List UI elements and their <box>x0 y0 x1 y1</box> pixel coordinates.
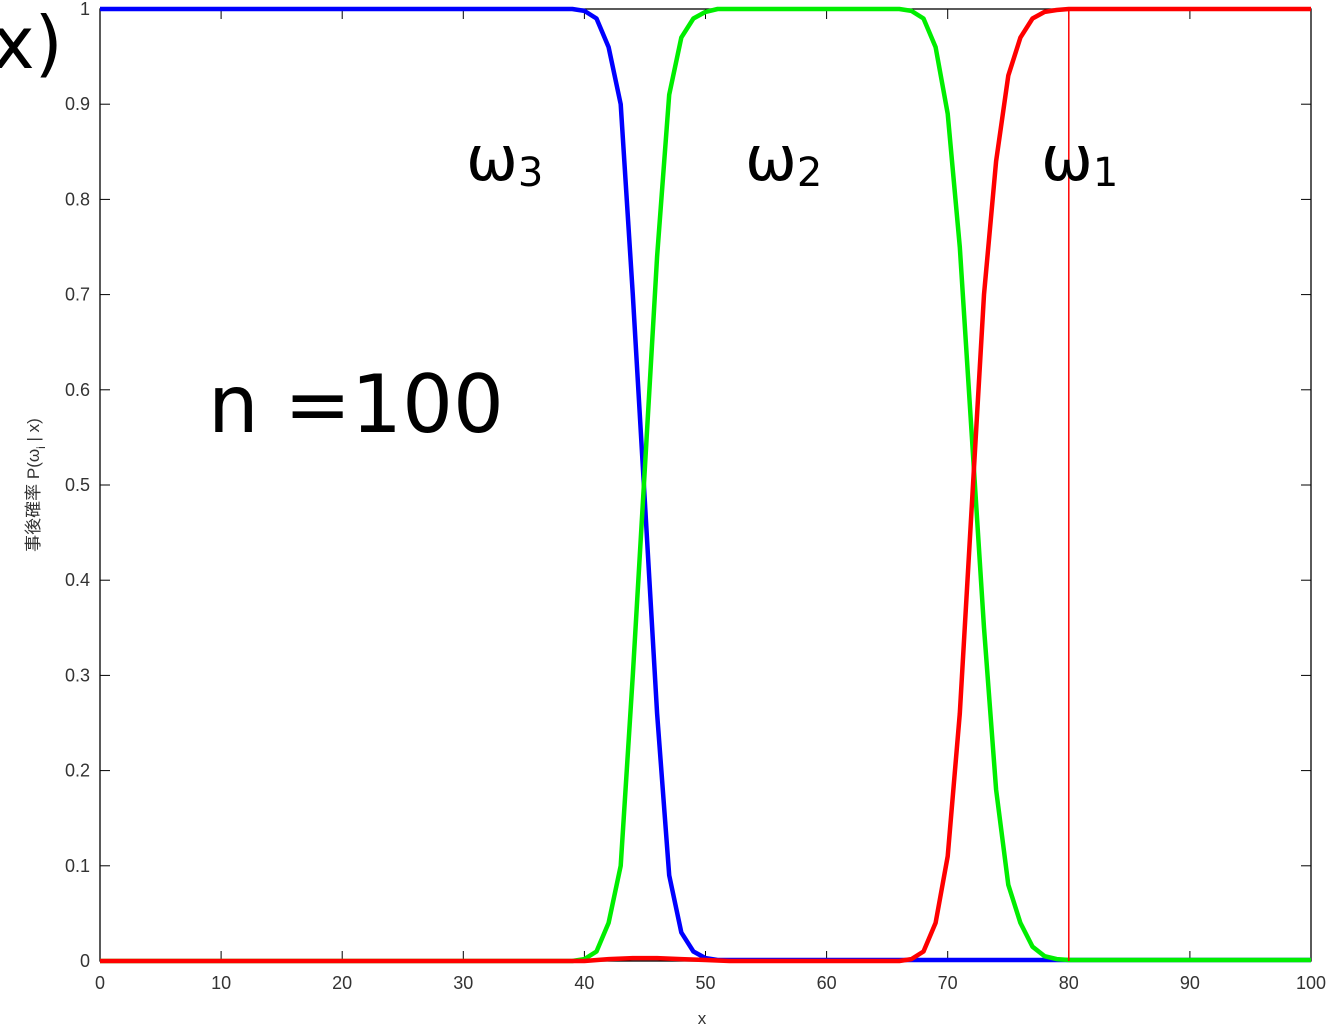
y-tick-label: 0.2 <box>65 761 90 781</box>
series-line-green <box>100 6 1311 964</box>
series-line-red <box>100 6 1311 964</box>
x-axis-label: x <box>698 1009 707 1028</box>
y-tick-label: 0 <box>80 951 90 971</box>
y-axis-label-suffix: | x) <box>24 418 43 446</box>
y-tick-label: 0.5 <box>65 475 90 495</box>
x-tick-label: 10 <box>211 973 231 993</box>
x-tick-label: 0 <box>95 973 105 993</box>
y-tick-labels: 0 0.1 0.2 0.3 0.4 0.5 0.6 0.7 0.8 0.9 1 <box>65 0 90 971</box>
y-tick-label: 0.1 <box>65 856 90 876</box>
x-tick-label: 70 <box>938 973 958 993</box>
x-tick-label: 90 <box>1180 973 1200 993</box>
x-tick-label: 60 <box>817 973 837 993</box>
annotation-omega-2-base: ω <box>745 122 797 195</box>
x-tick-label: 100 <box>1296 973 1326 993</box>
x-tick-label: 20 <box>332 973 352 993</box>
y-axis-label-prefix: 事後確率 P(ω <box>24 449 43 552</box>
plot-area <box>99 8 1312 962</box>
y-tick-label: 0.3 <box>65 665 90 685</box>
annotation-omega-1-sub: 1 <box>1093 150 1118 196</box>
annotation-omega-3: ω3 <box>466 122 543 196</box>
annotation-omega-2-sub: 2 <box>797 150 822 196</box>
y-tick-label: 1 <box>80 0 90 19</box>
y-axis-label-subscript: i <box>34 446 48 449</box>
x-tick-labels: 0 10 20 30 40 50 60 70 80 90 100 <box>95 973 1326 993</box>
annotation-omega-1-base: ω <box>1041 122 1093 195</box>
annotation-omega-3-sub: 3 <box>518 150 543 196</box>
series-layer <box>100 6 1311 964</box>
x-tick-label: 50 <box>695 973 715 993</box>
x-tick-label: 80 <box>1059 973 1079 993</box>
annotation-omega-3-base: ω <box>466 122 518 195</box>
x-tick-label: 30 <box>453 973 473 993</box>
annotation-omega-2: ω2 <box>745 122 822 196</box>
y-tick-label: 0.7 <box>65 285 90 305</box>
y-tick-label: 0.8 <box>65 189 90 209</box>
y-tick-label: 0.9 <box>65 94 90 114</box>
y-tick-label: 0.4 <box>65 570 90 590</box>
y-axis-label: 事後確率 P(ωi | x) <box>24 418 48 552</box>
series-line-blue <box>100 6 1311 963</box>
annotation-omega-1: ω1 <box>1041 122 1118 196</box>
annotation-sample-size: n =100 <box>208 358 504 451</box>
y-tick-label: 0.6 <box>65 380 90 400</box>
x-tick-label: 40 <box>574 973 594 993</box>
corner-fragment-text: x) <box>0 1 63 85</box>
